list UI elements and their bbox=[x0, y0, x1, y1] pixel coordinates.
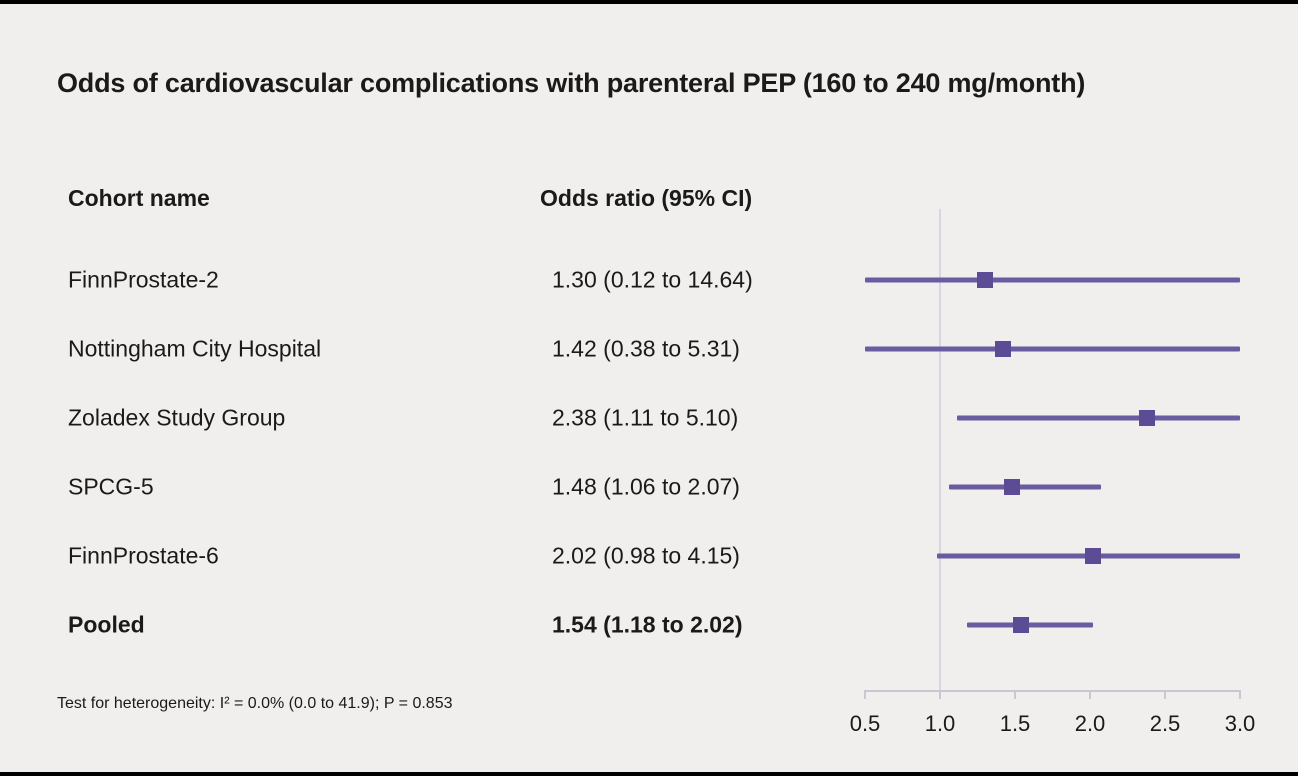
x-axis-tick-label: 1.0 bbox=[924, 711, 956, 736]
odds-ratio-value: 1.42 (0.38 to 5.31) bbox=[552, 335, 740, 362]
x-axis-line bbox=[865, 690, 1240, 692]
odds-ratio-value: 1.30 (0.12 to 14.64) bbox=[552, 266, 753, 293]
figure-title: Odds of cardiovascular complications wit… bbox=[57, 68, 1086, 98]
point-estimate-marker bbox=[1085, 548, 1101, 564]
confidence-interval-line bbox=[865, 346, 1240, 352]
column-header-cohort-name: Cohort name bbox=[68, 185, 210, 211]
cohort-label: FinnProstate-2 bbox=[68, 266, 219, 293]
x-axis-tick bbox=[1014, 690, 1016, 699]
x-axis-tick bbox=[1239, 690, 1241, 699]
odds-ratio-value: 1.48 (1.06 to 2.07) bbox=[552, 473, 740, 500]
confidence-interval-line bbox=[967, 622, 1093, 628]
cohort-label: FinnProstate-6 bbox=[68, 542, 219, 569]
x-axis-tick bbox=[939, 690, 941, 699]
x-axis-tick-label: 2.0 bbox=[1074, 711, 1106, 736]
point-estimate-marker bbox=[977, 272, 993, 288]
cohort-label: Nottingham City Hospital bbox=[68, 335, 322, 362]
x-axis-tick-label: 1.5 bbox=[999, 711, 1031, 736]
x-axis-tick bbox=[864, 690, 866, 699]
point-estimate-marker bbox=[1004, 479, 1020, 495]
reference-line-or-1 bbox=[939, 209, 941, 690]
column-header-odds-ratio: Odds ratio (95% CI) bbox=[540, 185, 753, 211]
point-estimate-marker bbox=[995, 341, 1011, 357]
heterogeneity-note: Test for heterogeneity: I² = 0.0% (0.0 t… bbox=[57, 695, 453, 712]
confidence-interval-line bbox=[949, 484, 1101, 490]
cohort-label: Zoladex Study Group bbox=[68, 404, 286, 431]
cohort-label: Pooled bbox=[68, 611, 145, 638]
x-axis-tick-label: 0.5 bbox=[849, 711, 881, 736]
point-estimate-marker bbox=[1139, 410, 1155, 426]
confidence-interval-line bbox=[956, 415, 1240, 421]
confidence-interval-line bbox=[865, 277, 1240, 283]
x-axis-tick bbox=[1089, 690, 1091, 699]
odds-ratio-value: 1.54 (1.18 to 2.02) bbox=[552, 611, 743, 638]
odds-ratio-value: 2.02 (0.98 to 4.15) bbox=[552, 542, 740, 569]
x-axis-tick-label: 2.5 bbox=[1149, 711, 1181, 736]
cohort-label: SPCG-5 bbox=[68, 473, 154, 500]
point-estimate-marker bbox=[1013, 617, 1029, 633]
odds-ratio-value: 2.38 (1.11 to 5.10) bbox=[552, 404, 739, 431]
x-axis-tick bbox=[1164, 690, 1166, 699]
x-axis-tick-label: 3.0 bbox=[1224, 711, 1256, 736]
